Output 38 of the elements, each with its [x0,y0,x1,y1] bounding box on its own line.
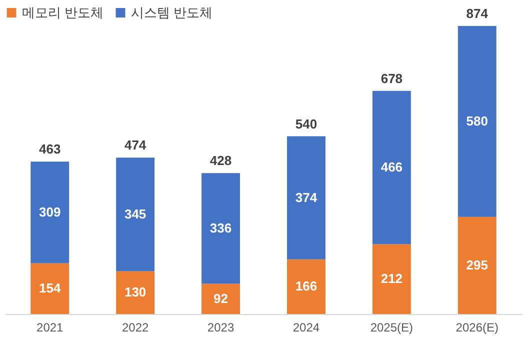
bar [458,216,496,314]
total-label: 428 [210,153,232,168]
bar [30,162,70,264]
data-label: 295 [466,257,488,272]
total-label: 463 [39,142,61,157]
total-label: 474 [124,138,147,153]
legend-label: 시스템 반도체 [131,4,213,20]
bar [458,26,496,217]
legend-label: 메모리 반도체 [22,4,104,20]
data-label: 345 [124,206,146,222]
bar [372,244,411,314]
x-tick-label: 2025(E) [370,320,414,334]
data-label: 336 [210,220,232,236]
x-tick-label: 2023 [207,320,234,334]
x-tick-label: 2024 [292,320,320,334]
data-label: 466 [380,160,403,175]
bar [287,259,326,314]
data-label: 374 [295,190,318,205]
bar [116,158,155,272]
data-label: 580 [466,113,488,128]
bar [372,90,411,244]
data-label: 92 [214,290,228,306]
bar [202,284,240,314]
total-label: 874 [466,6,489,21]
data-label: 130 [124,284,146,300]
data-label: 166 [295,278,318,294]
data-label: 309 [39,204,61,220]
bar [202,173,240,284]
bar [30,263,70,314]
total-label: 540 [295,116,318,132]
total-label: 678 [380,70,403,86]
data-label: 212 [380,271,403,286]
data-label: 154 [39,280,62,296]
bar [116,271,155,314]
bar [287,136,326,260]
x-tick-label: 2022 [122,320,149,334]
x-tick-label: 2026(E) [456,320,498,334]
x-tick-label: 2021 [36,320,64,334]
